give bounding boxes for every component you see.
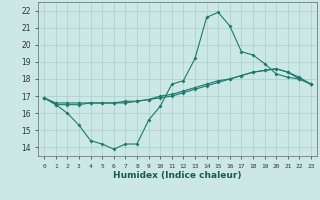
X-axis label: Humidex (Indice chaleur): Humidex (Indice chaleur) [113, 171, 242, 180]
